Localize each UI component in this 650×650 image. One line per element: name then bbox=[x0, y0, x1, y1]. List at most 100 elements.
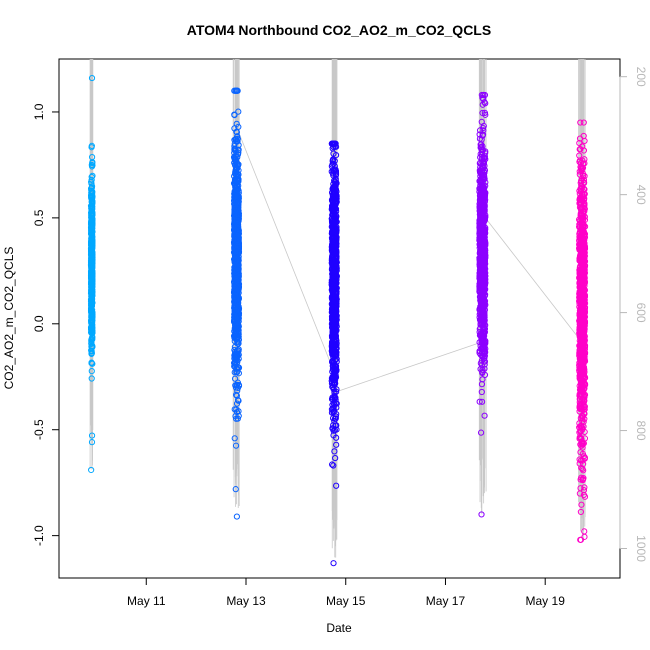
data-point bbox=[333, 293, 340, 300]
secondary-line-segment bbox=[485, 217, 580, 339]
data-point bbox=[234, 415, 241, 422]
data-point bbox=[478, 143, 485, 151]
data-point bbox=[333, 426, 340, 433]
data-point bbox=[88, 270, 95, 277]
data-point bbox=[333, 235, 340, 242]
data-point bbox=[333, 400, 340, 407]
x-tick-label: May 19 bbox=[526, 594, 566, 608]
data-point bbox=[579, 213, 587, 220]
data-point bbox=[476, 131, 483, 138]
x-tick-label: May 11 bbox=[127, 594, 166, 608]
data-point bbox=[331, 333, 339, 340]
data-point bbox=[580, 132, 587, 140]
y2-tick-label: 1000 bbox=[634, 535, 648, 562]
data-point bbox=[329, 351, 337, 359]
data-point bbox=[329, 345, 336, 352]
data-point bbox=[476, 254, 483, 262]
y-axis-label: CO2_AO2_m_CO2_QCLS bbox=[2, 247, 16, 390]
data-point bbox=[233, 128, 240, 136]
data-point bbox=[235, 203, 242, 210]
data-point bbox=[581, 202, 588, 210]
data-point bbox=[232, 249, 239, 256]
data-point bbox=[580, 147, 588, 154]
data-point bbox=[231, 267, 238, 274]
data-point bbox=[480, 234, 487, 241]
data-point bbox=[89, 360, 96, 367]
data-point bbox=[476, 280, 484, 287]
data-point bbox=[332, 363, 339, 370]
data-point bbox=[581, 484, 588, 491]
data-point bbox=[481, 195, 488, 202]
data-point bbox=[231, 293, 238, 300]
x-tick-label: May 15 bbox=[326, 594, 366, 608]
data-point bbox=[481, 175, 488, 182]
data-point bbox=[576, 429, 583, 436]
data-point bbox=[476, 347, 483, 355]
data-point bbox=[235, 412, 242, 420]
data-point bbox=[479, 250, 486, 257]
data-point bbox=[478, 388, 485, 396]
data-point bbox=[88, 263, 96, 270]
x-tick-label: May 17 bbox=[426, 594, 466, 608]
data-point bbox=[88, 340, 95, 348]
data-point bbox=[232, 178, 239, 185]
data-point bbox=[88, 253, 95, 260]
data-point bbox=[478, 221, 485, 228]
data-point bbox=[581, 263, 588, 270]
data-point bbox=[579, 362, 586, 369]
data-point bbox=[235, 300, 242, 307]
data-point bbox=[88, 74, 96, 82]
data-point bbox=[332, 168, 340, 175]
data-point bbox=[581, 243, 588, 250]
data-point bbox=[234, 173, 241, 180]
data-point bbox=[476, 235, 483, 242]
y-tick-label: -0.5 bbox=[32, 419, 46, 440]
data-point bbox=[231, 173, 238, 180]
data-point bbox=[88, 184, 95, 191]
data-point bbox=[481, 328, 488, 335]
data-point bbox=[577, 237, 584, 244]
data-point bbox=[88, 161, 95, 168]
data-point bbox=[577, 188, 585, 195]
y2-axis: 200 400 600 800 1000 bbox=[619, 67, 648, 562]
data-point bbox=[329, 185, 336, 192]
data-point bbox=[328, 219, 336, 226]
data-point bbox=[579, 220, 586, 227]
data-point bbox=[581, 375, 588, 382]
data-point bbox=[88, 205, 95, 212]
data-point bbox=[234, 326, 241, 334]
data-point bbox=[578, 369, 586, 376]
data-point bbox=[478, 296, 485, 303]
data-point bbox=[479, 312, 486, 319]
data-point bbox=[481, 91, 489, 99]
data-point bbox=[481, 353, 488, 360]
data-point bbox=[331, 249, 338, 256]
data-point bbox=[329, 234, 336, 242]
data-point bbox=[578, 253, 585, 260]
data-point bbox=[577, 160, 584, 167]
data-point bbox=[232, 320, 239, 327]
data-point bbox=[233, 350, 240, 357]
data-point bbox=[328, 244, 336, 251]
data-point bbox=[88, 230, 95, 238]
data-point bbox=[233, 513, 240, 520]
y-tick-label: -1.0 bbox=[32, 525, 46, 546]
data-point bbox=[581, 454, 588, 461]
data-point bbox=[476, 398, 483, 405]
data-point bbox=[479, 320, 486, 327]
data-point bbox=[580, 272, 588, 279]
data-point bbox=[88, 284, 95, 291]
data-point bbox=[577, 402, 584, 409]
data-point bbox=[577, 457, 585, 464]
data-point bbox=[88, 319, 95, 326]
data-point bbox=[330, 560, 337, 567]
data-point bbox=[578, 382, 585, 389]
data-point bbox=[480, 199, 487, 206]
data-point bbox=[231, 307, 238, 315]
data-point bbox=[231, 87, 238, 94]
data-point bbox=[88, 187, 95, 195]
data-point bbox=[89, 327, 96, 334]
data-point bbox=[331, 301, 338, 308]
data-point bbox=[231, 300, 238, 307]
data-point bbox=[477, 141, 484, 148]
